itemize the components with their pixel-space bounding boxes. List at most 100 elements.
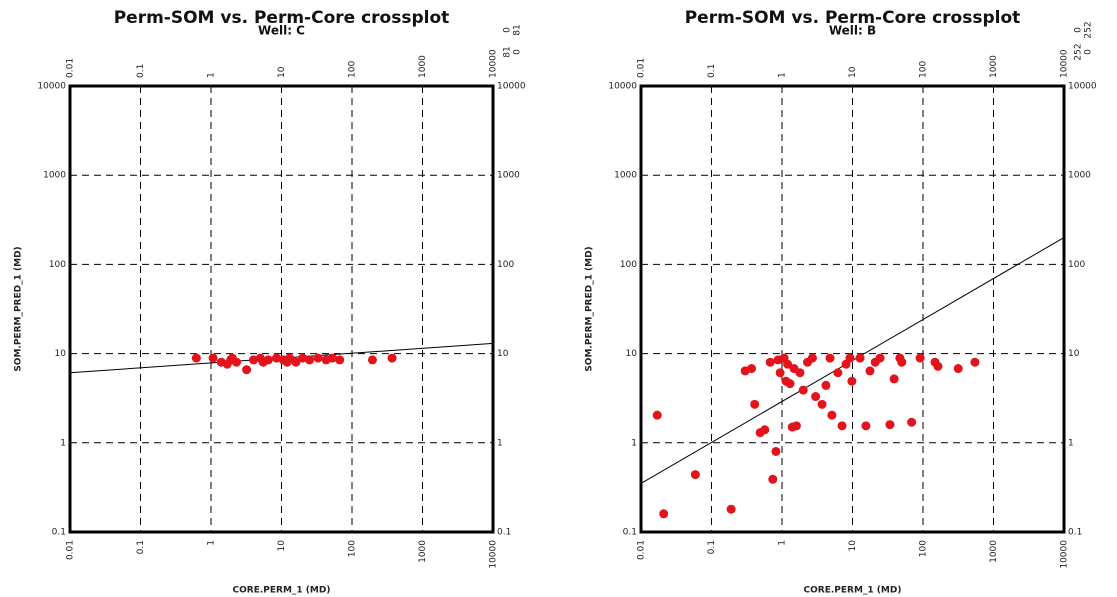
y-tick-label: 10 [55, 349, 67, 359]
point [855, 353, 865, 363]
point [915, 353, 925, 363]
point [768, 474, 778, 484]
y-tick-label: 1000 [614, 171, 637, 181]
chart-title: Perm-SOM vs. Perm-Core crossplot [114, 8, 450, 28]
x-tick-label: 1000 [418, 540, 428, 563]
point [833, 368, 843, 378]
point [791, 421, 801, 431]
point [387, 353, 397, 363]
y-tick-label: 10000 [37, 82, 66, 92]
x-tick-label: 100 [348, 540, 358, 557]
x-tick-label-top: 0.01 [66, 58, 76, 78]
x-tick-label: 1 [207, 540, 217, 546]
y-tick-label: 1 [631, 438, 637, 448]
x-tick-label-top: 1000 [418, 55, 428, 78]
x-tick-label: 1 [778, 540, 788, 546]
chart-title: Perm-SOM vs. Perm-Core crossplot [685, 8, 1021, 28]
y-tick-label: 10000 [608, 82, 637, 92]
point [652, 410, 662, 420]
y-tick-label-right: 10 [1068, 349, 1080, 359]
point [861, 421, 871, 431]
x-tick-label: 10000 [489, 540, 499, 569]
y-tick-label: 0.1 [623, 528, 637, 538]
x-tick-label-top: 1 [778, 72, 788, 78]
y-tick-label-right: 10000 [1068, 82, 1097, 92]
x-tick-label: 1000 [989, 540, 999, 563]
point [313, 353, 323, 363]
y-tick-label-right: 1000 [1068, 171, 1091, 181]
point [817, 399, 827, 409]
point [870, 357, 880, 367]
y-tick-label: 1 [60, 438, 66, 448]
point [789, 364, 799, 374]
y-tick-label-right: 100 [1068, 260, 1085, 270]
point [690, 470, 700, 480]
x-tick-label-top: 10 [848, 66, 858, 78]
point [765, 357, 775, 367]
x-tick-label-top: 10000 [1060, 49, 1070, 78]
point [885, 420, 895, 430]
point [367, 355, 377, 365]
point [298, 353, 308, 363]
point [659, 509, 669, 519]
point [775, 368, 785, 378]
point [847, 376, 857, 386]
point [305, 355, 315, 365]
x-tick-label: 0.01 [637, 540, 647, 560]
point [825, 353, 835, 363]
y-tick-label: 100 [49, 260, 66, 270]
point [335, 355, 345, 365]
point [845, 353, 855, 363]
x-tick-label-top: 0.1 [707, 64, 717, 78]
point [907, 417, 917, 427]
y-tick-label-right: 0.1 [1068, 528, 1082, 538]
x-tick-label: 0.1 [136, 540, 146, 554]
y-axis-label: SOM.PERM_PRED_1 (MD) [14, 246, 24, 371]
x-tick-label-top: 10 [277, 66, 287, 78]
corner-count: 0 [1084, 49, 1094, 55]
point [750, 399, 760, 409]
y-axis-label: SOM.PERM_PRED_1 (MD) [585, 246, 595, 371]
point [328, 353, 338, 363]
y-tick-label-right: 1 [497, 438, 503, 448]
point [865, 366, 875, 376]
corner-count: 0 [503, 27, 513, 33]
plot-frame [68, 84, 495, 534]
x-tick-label: 10000 [1060, 540, 1070, 569]
x-tick-label: 10 [848, 540, 858, 552]
point [807, 353, 817, 363]
x-tick-label-top: 0.1 [136, 64, 146, 78]
point [726, 504, 736, 514]
point [242, 365, 252, 375]
x-tick-label: 100 [919, 540, 929, 557]
point [895, 353, 905, 363]
corner-count: 252 [1074, 43, 1084, 60]
point [933, 361, 943, 371]
y-tick-label: 10 [626, 349, 638, 359]
y-tick-label: 0.1 [52, 528, 66, 538]
y-tick-label: 100 [620, 260, 637, 270]
corner-count: 81 [503, 46, 513, 57]
y-tick-label-right: 0.1 [497, 528, 511, 538]
x-axis-label: CORE.PERM_1 (MD) [233, 586, 331, 596]
corner-count: 0 [513, 49, 523, 55]
point [953, 364, 963, 374]
point [798, 385, 808, 395]
x-tick-label-top: 100 [348, 61, 358, 78]
y-tick-label-right: 10000 [497, 82, 526, 92]
point [282, 357, 292, 367]
point [889, 374, 899, 384]
point [811, 392, 821, 402]
plot-frame [639, 84, 1066, 534]
point [208, 353, 218, 363]
x-tick-label-top: 1000 [989, 55, 999, 78]
corner-count: 0 [1074, 27, 1084, 33]
x-tick-label-top: 100 [919, 61, 929, 78]
chart-subtitle: Well: B [829, 24, 876, 38]
y-tick-label-right: 10 [497, 349, 509, 359]
x-tick-label-top: 1 [207, 72, 217, 78]
x-axis-label: CORE.PERM_1 (MD) [804, 586, 902, 596]
point [783, 359, 793, 369]
x-tick-label-top: 10000 [489, 49, 499, 78]
